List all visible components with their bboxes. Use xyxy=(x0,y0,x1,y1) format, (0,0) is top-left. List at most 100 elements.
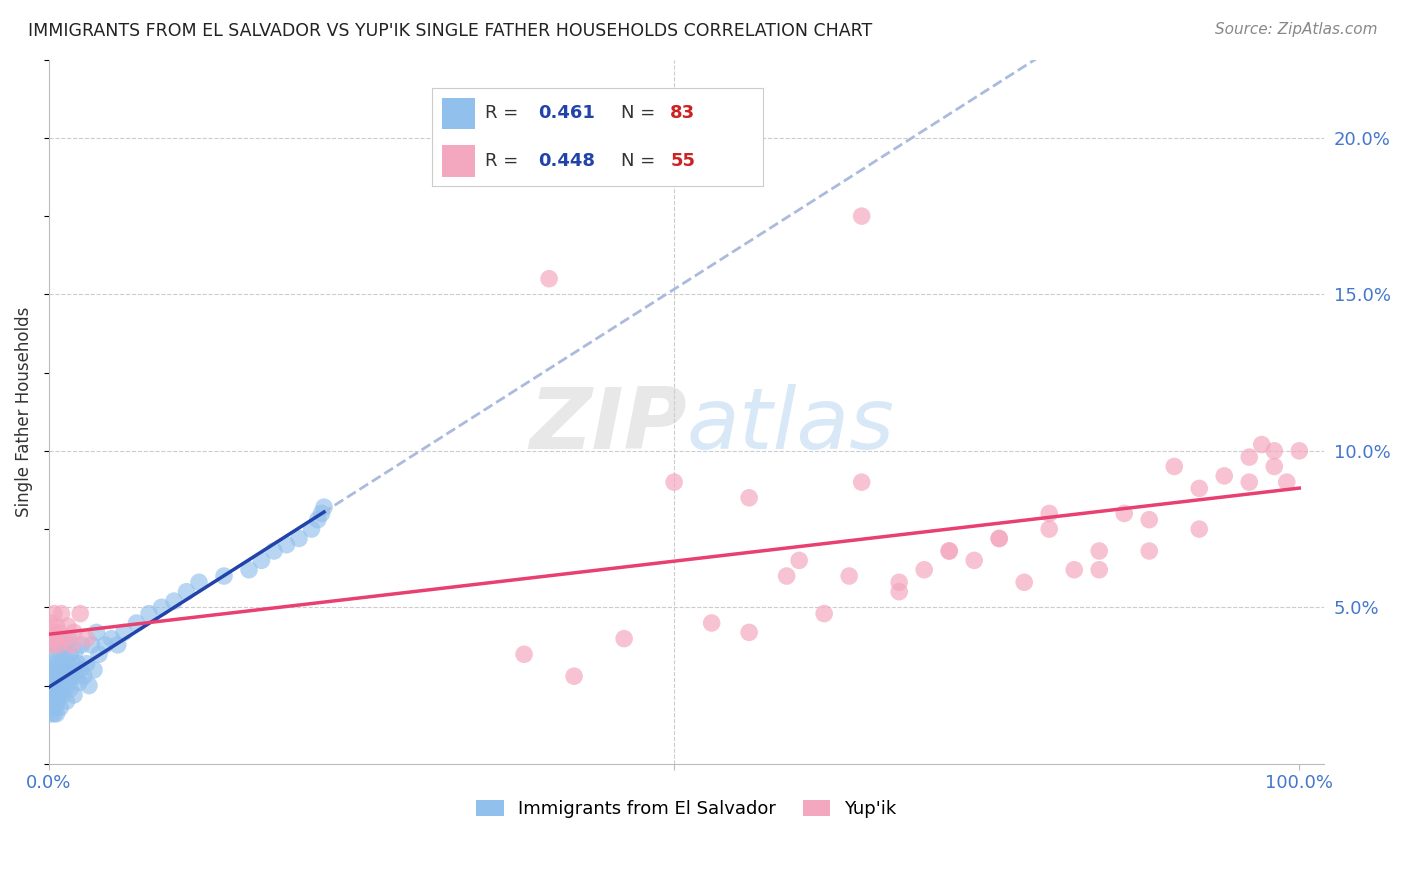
Point xyxy=(45,706,67,721)
Point xyxy=(56,657,79,671)
Point xyxy=(307,513,329,527)
Point xyxy=(912,563,935,577)
Point xyxy=(150,600,173,615)
Point xyxy=(700,615,723,630)
Point xyxy=(58,669,80,683)
Y-axis label: Single Father Households: Single Father Households xyxy=(15,307,32,516)
Point xyxy=(56,675,79,690)
Point xyxy=(42,675,65,690)
Point xyxy=(301,522,323,536)
Point xyxy=(80,638,103,652)
Point xyxy=(813,607,835,621)
Point xyxy=(46,657,69,671)
Text: atlas: atlas xyxy=(686,384,894,467)
Text: ZIP: ZIP xyxy=(529,384,686,467)
Point xyxy=(138,607,160,621)
Point xyxy=(56,619,79,633)
Point xyxy=(52,688,75,702)
Point xyxy=(63,625,86,640)
Point xyxy=(1088,563,1111,577)
Point xyxy=(48,644,70,658)
Point xyxy=(163,594,186,608)
Point xyxy=(1275,475,1298,490)
Point xyxy=(59,681,82,696)
Point xyxy=(41,688,63,702)
Legend: Immigrants from El Salvador, Yup'ik: Immigrants from El Salvador, Yup'ik xyxy=(470,792,904,825)
Point xyxy=(538,271,561,285)
Point xyxy=(67,675,90,690)
Point xyxy=(51,607,73,621)
Point xyxy=(838,569,860,583)
Point xyxy=(87,647,110,661)
Point xyxy=(49,681,72,696)
Point xyxy=(42,647,65,661)
Point xyxy=(41,625,63,640)
Text: Source: ZipAtlas.com: Source: ZipAtlas.com xyxy=(1215,22,1378,37)
Point xyxy=(42,694,65,708)
Point xyxy=(62,657,84,671)
Point xyxy=(1063,563,1085,577)
Point xyxy=(45,663,67,677)
Point xyxy=(1163,459,1185,474)
Point xyxy=(77,679,100,693)
Point xyxy=(188,575,211,590)
Point xyxy=(562,669,585,683)
Point xyxy=(44,638,66,652)
Point xyxy=(107,638,129,652)
Point xyxy=(44,700,66,714)
Point xyxy=(41,657,63,671)
Point xyxy=(238,563,260,577)
Point xyxy=(212,569,235,583)
Point xyxy=(39,700,62,714)
Point xyxy=(988,532,1011,546)
Point xyxy=(125,615,148,630)
Point xyxy=(988,532,1011,546)
Point xyxy=(46,675,69,690)
Point xyxy=(176,584,198,599)
Point xyxy=(738,491,761,505)
Point xyxy=(60,638,83,652)
Point xyxy=(55,663,77,677)
Point xyxy=(889,575,911,590)
Point xyxy=(1137,513,1160,527)
Point xyxy=(65,644,87,658)
Point xyxy=(41,663,63,677)
Point xyxy=(73,669,96,683)
Text: IMMIGRANTS FROM EL SALVADOR VS YUP'IK SINGLE FATHER HOUSEHOLDS CORRELATION CHART: IMMIGRANTS FROM EL SALVADOR VS YUP'IK SI… xyxy=(28,22,872,40)
Point xyxy=(250,553,273,567)
Point xyxy=(1114,507,1136,521)
Point xyxy=(53,632,76,646)
Point xyxy=(787,553,810,567)
Point xyxy=(53,681,76,696)
Point xyxy=(44,688,66,702)
Point xyxy=(46,694,69,708)
Point xyxy=(53,644,76,658)
Point xyxy=(48,625,70,640)
Point xyxy=(41,706,63,721)
Point xyxy=(39,694,62,708)
Point xyxy=(311,507,333,521)
Point xyxy=(1213,468,1236,483)
Point xyxy=(83,663,105,677)
Point xyxy=(662,475,685,490)
Point xyxy=(851,475,873,490)
Point xyxy=(963,553,986,567)
Point xyxy=(51,675,73,690)
Point xyxy=(1137,544,1160,558)
Point xyxy=(39,688,62,702)
Point xyxy=(938,544,960,558)
Point xyxy=(41,638,63,652)
Point xyxy=(44,669,66,683)
Point xyxy=(513,647,536,661)
Point xyxy=(112,625,135,640)
Point xyxy=(851,209,873,223)
Point xyxy=(1038,522,1060,536)
Point xyxy=(1012,575,1035,590)
Point xyxy=(53,638,76,652)
Point xyxy=(1088,544,1111,558)
Point xyxy=(39,615,62,630)
Point xyxy=(889,584,911,599)
Point xyxy=(1188,522,1211,536)
Point xyxy=(42,706,65,721)
Point xyxy=(94,638,117,652)
